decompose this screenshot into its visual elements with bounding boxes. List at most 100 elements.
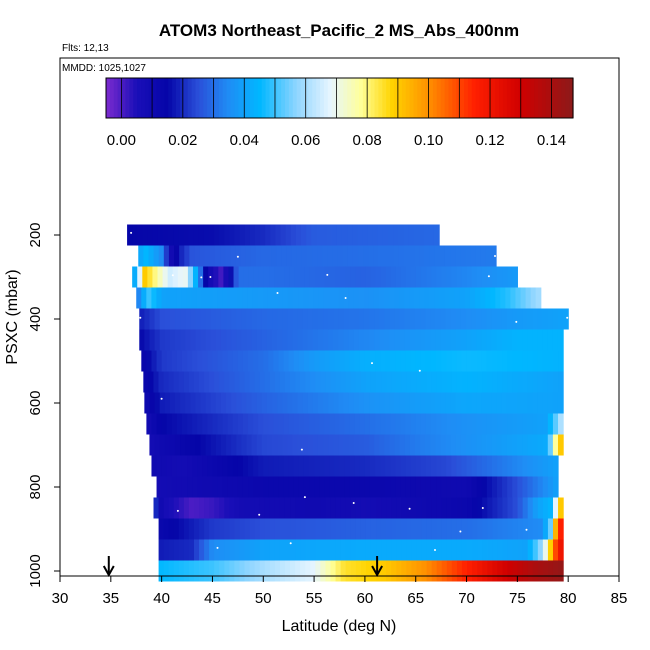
heatmap-cell (547, 329, 554, 351)
heatmap-cell (537, 560, 544, 582)
heatmap-cell (430, 476, 437, 498)
heatmap-cell (335, 539, 342, 561)
heatmap-cell (537, 539, 544, 561)
heatmap-cell (296, 245, 303, 267)
heatmap-cell (177, 266, 184, 288)
heatmap-cell (254, 497, 261, 519)
colorbar-swatch (502, 78, 508, 118)
heatmap-cell (294, 266, 301, 288)
heatmap-cell (173, 560, 180, 582)
heatmap-cell (477, 560, 483, 582)
heatmap-cell (181, 455, 188, 477)
sample-dot (418, 369, 421, 372)
heatmap-cell (302, 392, 309, 414)
heatmap-cell (291, 245, 298, 267)
heatmap-cell (333, 287, 340, 309)
colorbar-swatch (304, 78, 309, 118)
heatmap-cell (436, 455, 442, 477)
heatmap-cell (537, 518, 544, 540)
heatmap-cell (142, 224, 149, 246)
heatmap-cell (455, 434, 462, 456)
heatmap-cell (472, 371, 478, 393)
heatmap-cell (451, 518, 458, 540)
heatmap-cell (297, 329, 304, 351)
heatmap-cell (301, 245, 308, 267)
heatmap-cell (249, 560, 256, 582)
heatmap-cell (249, 224, 256, 246)
heatmap-cell (391, 539, 397, 561)
heatmap-cell (268, 413, 275, 435)
colorbar-swatch (335, 78, 341, 118)
heatmap-cell (517, 308, 523, 330)
heatmap-cell (471, 329, 477, 351)
heatmap-cell (358, 329, 365, 351)
heatmap-cell (261, 308, 268, 330)
heatmap-cell (410, 476, 417, 498)
heatmap-cell (456, 560, 463, 582)
heatmap-cell (239, 224, 246, 246)
colorbar-swatch (308, 78, 313, 118)
colorbar-swatch (358, 78, 364, 118)
heatmap-cell (220, 329, 227, 351)
heatmap-cell (481, 392, 488, 414)
heatmap-cell (379, 329, 385, 351)
heatmap-cell (522, 539, 529, 561)
heatmap-cell (466, 392, 472, 414)
x-axis: 30 35 40 45 50 55 60 65 70 75 80 85 (52, 576, 627, 607)
heatmap-cell (390, 266, 397, 288)
heatmap-cell (415, 476, 422, 498)
heatmap-cell (380, 476, 386, 498)
heatmap-cell (420, 392, 426, 414)
heatmap-cell (283, 350, 290, 372)
heatmap-cell (368, 287, 375, 309)
heatmap-cell (485, 245, 492, 267)
heatmap-cell (411, 371, 418, 393)
heatmap-cell (487, 539, 493, 561)
heatmap-cell (258, 476, 264, 498)
colorbar-swatch (176, 78, 181, 118)
heatmap-cell (532, 476, 539, 498)
heatmap-cell (381, 371, 387, 393)
heatmap-cell (328, 434, 334, 456)
heatmap-cell (393, 245, 400, 267)
heatmap-cell (266, 392, 273, 414)
heatmap-cell (537, 476, 544, 498)
heatmap-cell (161, 413, 168, 435)
heatmap-cell (413, 224, 420, 246)
heatmap-cell (324, 350, 330, 372)
heatmap-cell (319, 455, 325, 477)
heatmap-cell (269, 518, 276, 540)
heatmap-cell (537, 497, 544, 519)
heatmap-cell (461, 497, 468, 519)
heatmap-cell (199, 560, 205, 582)
heatmap-cell (274, 560, 281, 582)
heatmap-cell (241, 392, 248, 414)
heatmap-cell (415, 455, 422, 477)
x-tick-label: 50 (255, 590, 272, 607)
heatmap-cell (217, 455, 224, 477)
heatmap-cell (333, 434, 339, 456)
heatmap-cell (204, 539, 210, 561)
heatmap-cell (527, 413, 534, 435)
heatmap-cell (264, 371, 271, 393)
heatmap-cell (517, 518, 524, 540)
heatmap-cell (251, 434, 258, 456)
colorbar-swatch (565, 78, 570, 118)
heatmap-cell (501, 434, 508, 456)
colorbar-swatch (246, 78, 251, 118)
heatmap-cell (419, 245, 426, 267)
colorbar-swatch (148, 78, 154, 118)
heatmap-cell (476, 350, 483, 372)
heatmap-cell (219, 224, 225, 246)
heatmap-cell (441, 539, 448, 561)
heatmap-cell (358, 287, 365, 309)
heatmap-cell (517, 476, 524, 498)
heatmap-cell (497, 518, 504, 540)
heatmap-cell (168, 224, 174, 246)
heatmap-cell (334, 413, 341, 435)
heatmap-cell (317, 308, 324, 330)
heatmap-cell (355, 539, 362, 561)
heatmap-cell (144, 392, 151, 414)
heatmap-cell (558, 497, 564, 519)
heatmap-cell (176, 455, 183, 477)
